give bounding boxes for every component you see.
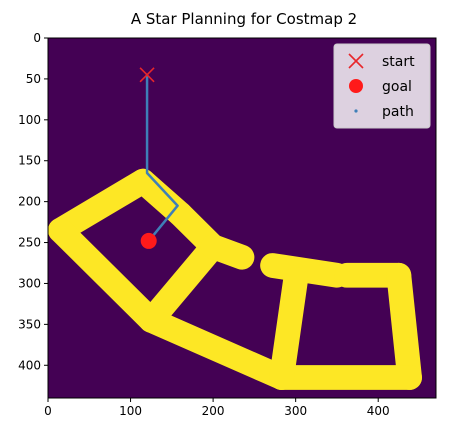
obstacle-layer xyxy=(48,168,422,390)
x-tick-label: 0 xyxy=(44,404,52,418)
obstacle-segment xyxy=(138,307,295,390)
obstacle-segment xyxy=(269,266,309,390)
start-marker xyxy=(139,67,155,83)
path-line xyxy=(145,73,179,243)
y-tick-label: 350 xyxy=(18,317,41,331)
obstacle-segment xyxy=(138,234,226,333)
legend-box xyxy=(333,43,431,129)
obstacle-segment xyxy=(260,253,350,288)
y-tick-label: 50 xyxy=(26,72,41,86)
chart-title: A Star Planning for Costmap 2 xyxy=(131,10,357,28)
goal-marker xyxy=(140,232,157,249)
y-tick-label: 300 xyxy=(18,276,41,290)
path-layer xyxy=(145,73,179,243)
x-axis: 0 100 200 300 400 xyxy=(44,398,390,418)
obstacle-segment xyxy=(48,168,156,243)
x-tick-label: 200 xyxy=(202,404,225,418)
marker-layer xyxy=(139,67,157,249)
y-tick-label: 400 xyxy=(18,358,41,372)
y-tick-label: 200 xyxy=(18,195,41,209)
start-marker-stroke-b xyxy=(139,67,155,83)
legend-start-x xyxy=(348,53,364,69)
obstacle-segment xyxy=(200,234,255,270)
y-tick-label: 250 xyxy=(18,236,41,250)
start-marker-stroke-b xyxy=(348,53,364,69)
x-tick-label: 300 xyxy=(284,404,307,418)
legend-goal-symbol xyxy=(349,79,363,93)
y-tick-label: 0 xyxy=(33,31,41,45)
legend-path-label: path xyxy=(382,104,414,120)
legend-start-label: start xyxy=(382,54,415,70)
plot-frame xyxy=(47,37,437,399)
legend-goal-label: goal xyxy=(382,79,412,95)
legend-path-symbol xyxy=(354,109,358,113)
legend: start goal path xyxy=(333,43,431,129)
obstacle-segment xyxy=(48,217,164,333)
legend-start-symbol xyxy=(348,53,364,69)
y-tick-label: 100 xyxy=(18,113,41,127)
x-tick-label: 400 xyxy=(367,404,390,418)
x-tick-label: 100 xyxy=(119,404,142,418)
y-axis: 0 50 100 150 200 250 300 350 400 xyxy=(18,31,48,372)
obstacle-segment xyxy=(386,262,422,390)
y-tick-label: 150 xyxy=(18,154,41,168)
